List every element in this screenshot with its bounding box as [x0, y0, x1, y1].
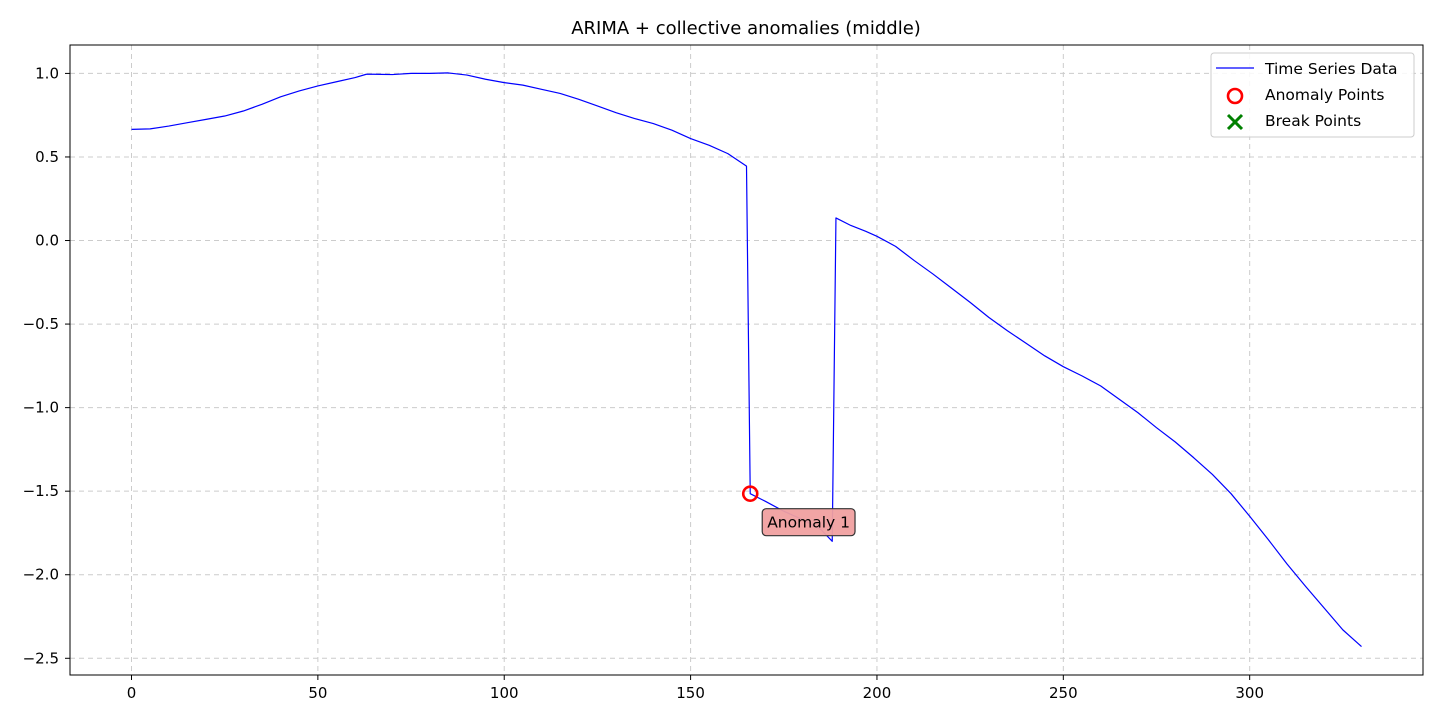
y-tick-label: 0.5 [35, 148, 59, 166]
legend: Time Series Data Anomaly Points Break Po… [1210, 52, 1415, 138]
y-tick-label: −1.5 [23, 482, 59, 500]
legend-label-break: Break Points [1265, 112, 1361, 130]
legend-label-anomaly: Anomaly Points [1265, 86, 1384, 104]
x-tick-label: 200 [863, 684, 892, 702]
annotation-label: Anomaly 1 [767, 514, 850, 532]
series-line [131, 72, 1362, 648]
x-tick-label: 150 [676, 684, 705, 702]
grid [70, 45, 1423, 675]
legend-break-marker [1226, 113, 1244, 131]
legend-anomaly-marker [1226, 87, 1244, 105]
y-tick-label: −2.0 [23, 566, 59, 584]
plot-area: Anomaly 1 [131, 72, 1362, 648]
y-tick-label: −1.0 [23, 399, 59, 417]
x-tick-label: 50 [308, 684, 327, 702]
chart-title: ARIMA + collective anomalies (middle) [571, 18, 921, 39]
annotation: Anomaly 1 [761, 508, 856, 537]
annotation-box [761, 508, 856, 537]
ticks: 0 50 100 150 200 250 300 1.0 0.5 0.0 −0.5 −1.0 −1.5 −… [23, 64, 1264, 702]
legend-box [1210, 52, 1415, 138]
y-tick-label: 1.0 [35, 64, 59, 82]
axes-frame [69, 44, 1424, 676]
x-tick-label: 300 [1235, 684, 1264, 702]
x-tick-label: 250 [1049, 684, 1078, 702]
y-tick-label: −0.5 [23, 315, 59, 333]
legend-label-series: Time Series Data [1264, 60, 1397, 78]
x-tick-label: 100 [490, 684, 519, 702]
x-tick-label: 0 [127, 684, 137, 702]
anomaly-point [741, 485, 759, 502]
y-tick-label: −2.5 [23, 649, 59, 667]
y-tick-label: 0.0 [35, 232, 59, 250]
